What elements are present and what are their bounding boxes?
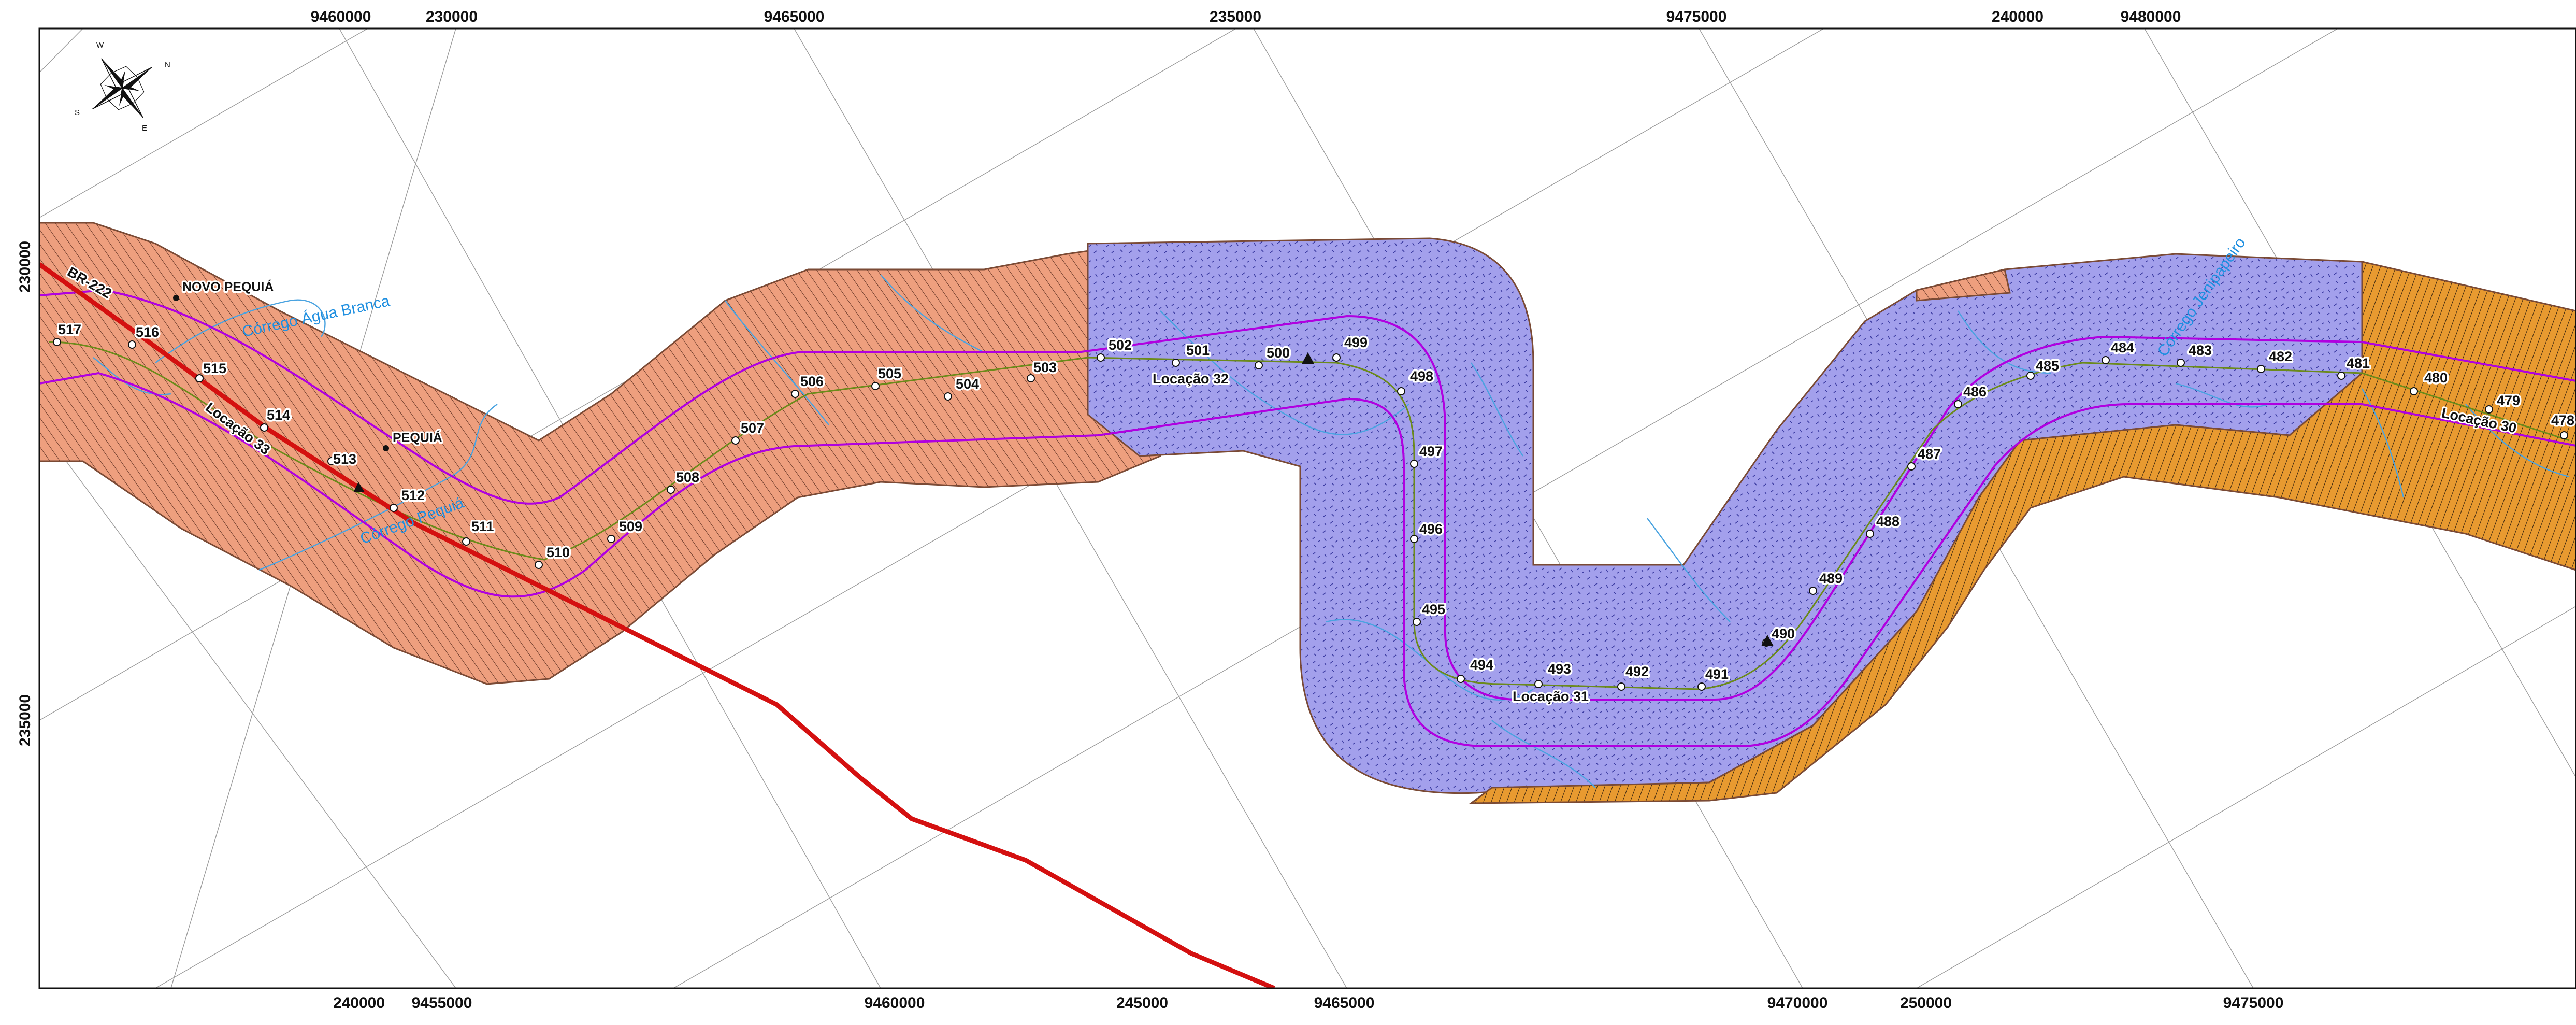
place-labels: NOVO PEQUIÁ PEQUIÁ [181, 278, 444, 447]
svg-text:485: 485 [2036, 358, 2059, 374]
km-labels: 517 516 515 514 513 512 511 510 509 508 … [56, 320, 2576, 684]
svg-text:Locação 31: Locação 31 [1513, 689, 1589, 704]
svg-text:240000: 240000 [1992, 8, 2043, 25]
svg-text:479: 479 [2497, 393, 2520, 408]
svg-text:509: 509 [619, 519, 642, 534]
svg-text:505: 505 [878, 366, 901, 381]
svg-text:508: 508 [676, 469, 699, 485]
zone-salmon-east [1916, 268, 2011, 302]
svg-text:9455000: 9455000 [412, 994, 472, 1012]
svg-text:497: 497 [1419, 444, 1443, 459]
svg-text:504: 504 [956, 376, 979, 392]
svg-text:9460000: 9460000 [311, 8, 371, 25]
svg-text:Locação 32: Locação 32 [1153, 371, 1229, 387]
compass-rose-icon: N E S W [75, 41, 170, 133]
top-tick-labels: 9460000 230000 9465000 235000 9475000 24… [311, 8, 2181, 25]
svg-text:490: 490 [1772, 626, 1795, 642]
svg-text:501: 501 [1186, 343, 1210, 358]
svg-text:511: 511 [471, 519, 494, 534]
compass-letter-w: W [96, 41, 104, 50]
svg-text:230000: 230000 [426, 8, 478, 25]
svg-text:9470000: 9470000 [1767, 994, 1828, 1012]
left-tick-labels: 230000 235000 [17, 241, 34, 746]
svg-text:482: 482 [2269, 349, 2292, 364]
svg-text:513: 513 [333, 451, 356, 467]
svg-text:245000: 245000 [1116, 994, 1168, 1012]
svg-text:494: 494 [1470, 657, 1493, 673]
svg-text:514: 514 [267, 407, 290, 423]
compass-letter-s: S [75, 108, 80, 117]
svg-text:478: 478 [2551, 412, 2574, 428]
svg-text:230000: 230000 [17, 241, 34, 293]
svg-text:9465000: 9465000 [1314, 994, 1375, 1012]
svg-text:481: 481 [2347, 355, 2370, 371]
compass-letter-e: E [142, 124, 147, 133]
compass-letter-n: N [165, 61, 170, 69]
svg-text:9475000: 9475000 [1666, 8, 1727, 25]
svg-text:499: 499 [1344, 335, 1368, 350]
settlement-dots [173, 295, 389, 451]
svg-text:484: 484 [2111, 340, 2134, 355]
svg-text:503: 503 [1033, 360, 1057, 375]
svg-text:500: 500 [1267, 345, 1290, 361]
svg-text:516: 516 [136, 324, 159, 340]
svg-text:493: 493 [1548, 661, 1571, 677]
svg-text:250000: 250000 [1900, 994, 1952, 1012]
bottom-tick-labels: 240000 9455000 9460000 245000 9465000 94… [333, 994, 2283, 1012]
svg-text:9480000: 9480000 [2121, 8, 2181, 25]
svg-text:240000: 240000 [333, 994, 385, 1012]
svg-text:9460000: 9460000 [865, 994, 925, 1012]
svg-text:506: 506 [800, 374, 824, 389]
buffer-corridor [39, 289, 2576, 747]
svg-text:515: 515 [203, 361, 226, 376]
tower-markers [353, 352, 1774, 646]
svg-text:502: 502 [1109, 337, 1132, 353]
svg-text:235000: 235000 [1210, 8, 1261, 25]
svg-text:491: 491 [1705, 666, 1729, 682]
svg-text:486: 486 [1963, 384, 1987, 400]
svg-text:487: 487 [1918, 446, 1941, 462]
svg-text:517: 517 [58, 322, 81, 337]
zone-salmon [39, 222, 1161, 685]
map-frame [38, 27, 2576, 989]
svg-text:496: 496 [1419, 521, 1443, 537]
svg-text:489: 489 [1819, 571, 1843, 586]
svg-text:492: 492 [1625, 664, 1649, 679]
svg-text:483: 483 [2189, 343, 2212, 358]
svg-text:488: 488 [1876, 514, 1899, 529]
svg-text:235000: 235000 [17, 694, 34, 746]
zone-orange [1469, 261, 2576, 804]
road-br222 [39, 262, 1275, 988]
svg-text:9465000: 9465000 [764, 8, 825, 25]
centerline [49, 341, 2570, 690]
svg-text:480: 480 [2424, 370, 2448, 386]
svg-text:495: 495 [1422, 602, 1445, 617]
svg-text:9475000: 9475000 [2223, 994, 2284, 1012]
svg-text:507: 507 [741, 420, 764, 436]
svg-text:NOVO PEQUIÁ: NOVO PEQUIÁ [182, 279, 274, 294]
svg-text:498: 498 [1410, 368, 1433, 384]
svg-text:PEQUIÁ: PEQUIÁ [393, 430, 442, 445]
svg-text:510: 510 [546, 545, 570, 560]
svg-text:512: 512 [401, 488, 425, 503]
